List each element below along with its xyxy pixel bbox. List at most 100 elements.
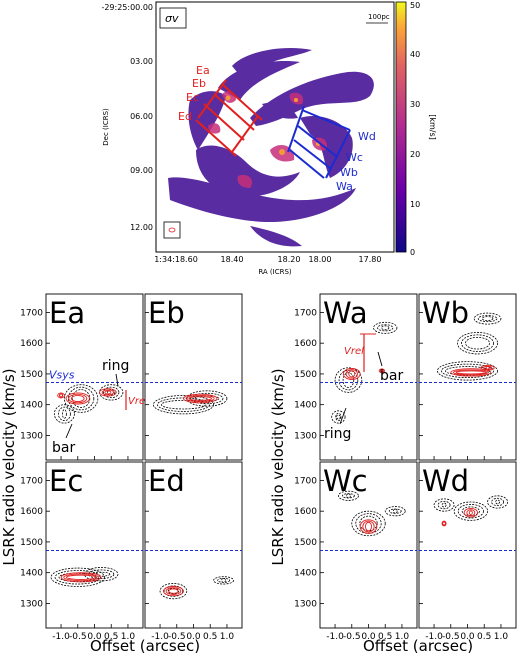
emission-contour [53,404,75,424]
model-contour [165,587,182,595]
pv-panel-eb: Eb [144,293,243,461]
ra-axis-label: RA (ICRS) [258,268,292,276]
model-contour [468,510,473,516]
model-contour [342,367,361,380]
pv-panel-name: Ea [49,296,85,330]
pv-panel-wb: Wb [418,293,517,461]
emission-contour [217,577,231,583]
emission-contour [331,410,346,424]
model-contour [463,507,478,518]
pv-frame [144,461,243,629]
y-tick-label: 1400 [20,569,43,579]
model-contour [453,369,489,376]
pv-panel-name: Ec [49,464,83,498]
emission-contour [163,585,184,597]
emission-contour [68,386,95,411]
emission-contour [481,316,494,321]
pv-panel-wc: 1700 1600 1500 1400 1300 -1.0 -0.5 0.0 0.5 1.0 Wc [294,461,418,642]
colorbar-unit: [km/s] [428,114,437,140]
model-contour [68,393,88,404]
emission-contour [491,497,505,507]
colorbar-ticks: 50 40 30 20 10 0 [410,1,420,257]
emission-contour [152,395,214,415]
pv-panel-ea: 1700 1600 1500 1400 1300 Ea Vsys ring bar Vrel [20,293,148,461]
y-tick-label: 1700 [20,308,43,318]
cbar-tick-10: 10 [410,200,420,209]
model-contour [183,393,218,404]
emission-contour [221,577,227,583]
pv-panel-name: Wd [422,464,469,498]
vrel-label: Vrel [128,396,148,407]
model-contour [359,519,378,534]
emission-contour [388,508,402,514]
emission-contour [359,515,378,532]
model-contour [65,392,90,405]
y-tick-label: 1500 [20,538,43,548]
y-tick-label: 1700 [294,476,317,486]
x-tick-label: -0.5 [168,632,186,642]
x-tick-label: -1.0 [425,632,443,642]
x-tick-label: -0.5 [343,632,361,642]
y-tick-label: 1500 [20,370,43,380]
emission-contour [457,504,484,519]
emission-contour [103,386,120,398]
pv-panel-name: Wb [422,296,469,330]
pv-panel-ed: -1.0 -0.5 0.0 0.5 1.0 Ed [144,461,243,642]
emission-contour [437,500,451,510]
y-tick-label: 1700 [20,476,43,486]
model-contour [442,521,447,526]
cut-label-wd: Wd [358,130,376,143]
cbar-tick-50: 50 [410,1,420,10]
model-contour [188,396,213,401]
scalebar-label: 100pc [368,13,390,21]
pv-frame [45,293,144,461]
model-contour [70,394,85,403]
emission-contour [351,510,386,537]
cbar-tick-30: 30 [410,100,420,109]
emission-contour [433,498,455,512]
emission-contour [194,395,220,402]
emission-contour [57,406,71,422]
y-tick-label: 1700 [294,308,317,318]
emission-contour [487,495,509,509]
ring-pointer [115,373,119,387]
y-tick-label: 1500 [294,538,317,548]
x-tick-label: 1.0 [220,632,235,642]
emission-contour [453,501,488,521]
emission-contour [334,367,363,393]
emission-structure [168,47,374,247]
emission-contour [342,372,355,388]
beam-ellipse [168,227,176,233]
pv-ylabel-right: LSRK radio velocity (km/s) [269,368,287,565]
pv-panel-name: Ed [148,464,185,498]
model-contour [57,392,65,399]
sigma-label: σv [165,12,179,25]
y-tick-label: 1400 [294,401,317,411]
emission-contour [461,334,494,352]
model-contour [60,572,102,583]
pv-panel-name: Eb [148,296,185,330]
pv-panel-name: Wc [323,464,368,498]
sigma-label-box [159,7,187,29]
ra-tick-1: 18.40 [221,255,244,264]
emission-contour [190,392,224,405]
emission-contour [167,587,180,595]
bar-pointer [377,351,383,367]
pv-frame [45,461,144,629]
dec-tick-0: -29:25:00.00 [101,3,153,12]
ra-tick-2: 18.20 [278,255,301,264]
pv-ylabel-left: LSRK radio velocity (km/s) [0,368,18,565]
x-tick-label: 1.0 [121,632,136,642]
model-contour [348,370,356,378]
emission-contour [384,506,406,517]
emission-contour [436,361,499,381]
pv-frame [418,461,517,629]
y-tick-label: 1300 [294,431,317,441]
emission-contour [477,315,498,323]
y-tick-label: 1300 [294,599,317,609]
cut-label-ea: Ea [196,64,210,77]
pv-frame [319,293,418,461]
emission-contour [381,325,390,331]
